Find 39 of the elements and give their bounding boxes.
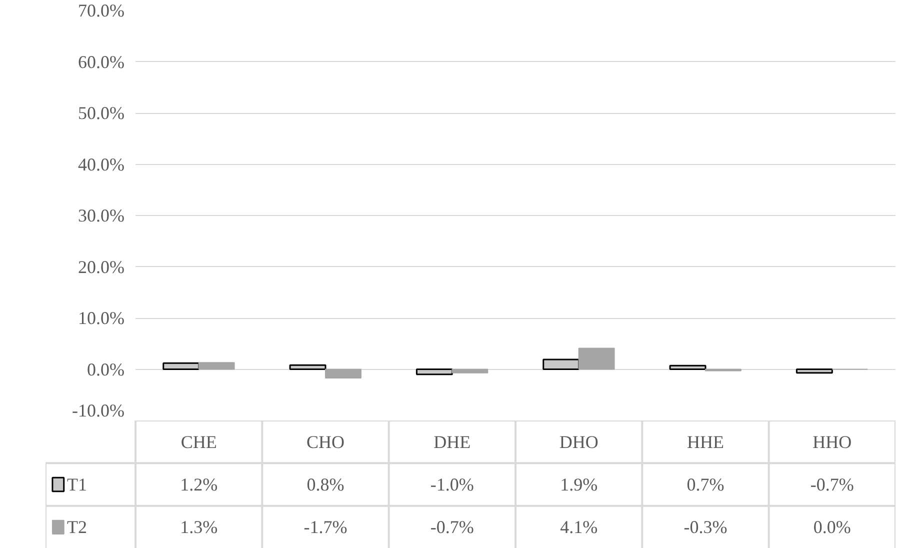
data-label: 4.1% [560, 517, 598, 538]
x-tick-label: CHE [180, 432, 217, 452]
y-tick-label: -10.0% [72, 400, 125, 420]
data-label: 1.2% [180, 474, 218, 494]
x-tick-label: HHE [687, 432, 724, 452]
bar [669, 364, 706, 370]
y-tick-label: 0.0% [87, 359, 125, 380]
y-tick-label: 40.0% [78, 154, 125, 174]
data-label: 1.9% [560, 474, 598, 494]
data-label: 0.0% [813, 517, 851, 538]
data-label: -0.3% [684, 517, 728, 538]
bar [452, 368, 488, 374]
bar [578, 348, 615, 370]
x-tick-label: CHO [306, 432, 345, 452]
data-label: 0.8% [306, 474, 344, 494]
data-label: 0.7% [686, 474, 724, 494]
data-label: -1.0% [430, 474, 474, 494]
y-tick-label: 70.0% [78, 0, 125, 20]
bar [416, 368, 453, 376]
legend-label: T1 [67, 474, 88, 494]
y-tick-label: 60.0% [78, 52, 125, 72]
data-label: 1.3% [180, 517, 218, 538]
x-tick-label: HHO [812, 432, 852, 452]
y-tick-label: 20.0% [78, 256, 125, 277]
bar [542, 358, 580, 370]
y-tick-label: 30.0% [78, 206, 125, 226]
bar [289, 364, 326, 370]
data-label: -1.7% [304, 517, 348, 538]
data-label: -0.7% [810, 474, 854, 494]
x-tick-label: DHE [434, 432, 471, 452]
x-tick-label: DHO [559, 432, 598, 452]
legend-label: T2 [67, 517, 88, 538]
y-tick-label: 10.0% [78, 308, 125, 328]
y-tick-label: 50.0% [78, 103, 125, 123]
bar [198, 362, 235, 370]
bar [796, 368, 833, 374]
bar [325, 368, 362, 378]
data-label: -0.7% [430, 517, 474, 538]
bar [162, 362, 200, 370]
